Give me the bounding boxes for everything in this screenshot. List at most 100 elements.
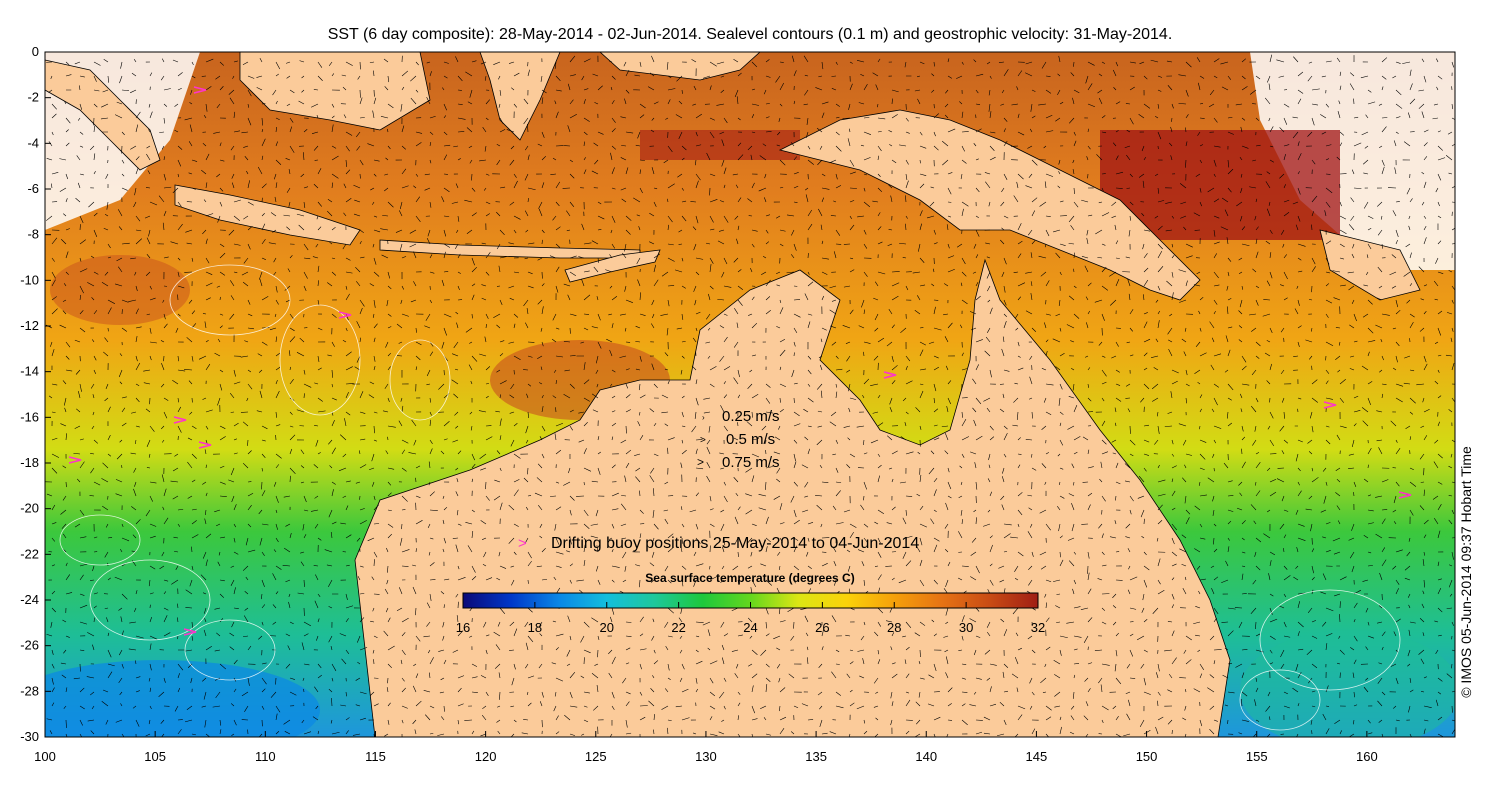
velocity-arrow [1227, 187, 1232, 193]
velocity-arrow [428, 481, 431, 486]
velocity-arrow [721, 644, 725, 651]
velocity-arrow [513, 663, 516, 670]
velocity-arrow [1112, 605, 1117, 609]
velocity-arrow [51, 103, 57, 110]
velocity-arrow [541, 453, 545, 459]
velocity-arrow [595, 369, 599, 374]
velocity-arrow [650, 467, 655, 474]
velocity-arrow [177, 201, 182, 207]
velocity-arrow [667, 285, 675, 287]
velocity-arrow [1073, 89, 1080, 94]
velocity-arrow [275, 336, 277, 343]
velocity-arrow [1353, 313, 1357, 322]
velocity-arrow [681, 89, 683, 94]
velocity-arrow [1171, 478, 1174, 483]
velocity-arrow [877, 453, 881, 457]
velocity-arrow [555, 647, 559, 651]
velocity-arrow [118, 226, 123, 231]
velocity-arrow [1072, 169, 1075, 175]
velocity-arrow [1283, 411, 1285, 419]
velocity-arrow [863, 117, 870, 119]
velocity-arrow [62, 533, 67, 539]
velocity-arrow [1325, 103, 1330, 108]
velocity-arrow [1016, 687, 1019, 693]
velocity-arrow [692, 732, 697, 735]
velocity-arrow [1196, 565, 1201, 570]
velocity-arrow [1311, 589, 1314, 595]
velocity-arrow [1339, 131, 1345, 136]
velocity-arrow [345, 61, 353, 66]
velocity-arrow [387, 565, 389, 573]
velocity-arrow [989, 131, 996, 134]
velocity-arrow [245, 576, 249, 581]
velocity-arrow [1448, 172, 1453, 175]
velocity-arrow [134, 271, 137, 276]
velocity-arrow [50, 621, 53, 628]
velocity-arrow [647, 86, 655, 91]
velocity-arrow [317, 355, 320, 363]
velocity-arrow [821, 257, 829, 260]
velocity-arrow [1450, 453, 1453, 458]
velocity-arrow [989, 579, 994, 586]
velocity-arrow [1101, 551, 1105, 556]
velocity-arrow [583, 131, 588, 136]
velocity-arrow [1437, 75, 1443, 80]
velocity-arrow [1266, 208, 1271, 217]
velocity-arrow [947, 397, 951, 405]
velocity-arrow [1199, 201, 1203, 207]
velocity-arrow [832, 453, 837, 456]
velocity-arrow [469, 341, 473, 344]
velocity-arrow [148, 103, 151, 108]
velocity-arrow [676, 75, 683, 82]
velocity-arrow [563, 283, 571, 287]
velocity-arrow [610, 86, 613, 91]
velocity-arrow [261, 257, 266, 260]
velocity-arrow [1280, 663, 1285, 669]
velocity-arrow [1157, 266, 1164, 273]
velocity-arrow [90, 579, 95, 581]
velocity-arrow [116, 101, 123, 105]
velocity-arrow [933, 408, 939, 413]
velocity-arrow [1437, 271, 1444, 274]
velocity-arrow [162, 506, 165, 511]
velocity-arrow [527, 355, 533, 358]
velocity-arrow [1171, 507, 1176, 511]
velocity-arrow [539, 382, 543, 385]
velocity-arrow [552, 395, 557, 399]
velocity-arrow [597, 579, 601, 585]
velocity-arrow [877, 130, 882, 133]
velocity-arrow [835, 391, 838, 399]
velocity-arrow [485, 634, 490, 637]
velocity-arrow [302, 677, 305, 681]
velocity-arrow [523, 98, 529, 105]
velocity-arrow [806, 646, 809, 651]
velocity-arrow [695, 448, 698, 455]
velocity-arrow [93, 355, 97, 361]
velocity-arrow [1409, 509, 1414, 516]
velocity-arrow [205, 425, 209, 430]
velocity-arrow [1068, 243, 1075, 245]
velocity-arrow [581, 733, 585, 736]
velocity-arrow [121, 89, 129, 92]
velocity-arrow [172, 495, 179, 500]
velocity-arrow [65, 733, 68, 737]
velocity-arrow [1157, 700, 1159, 707]
velocity-arrow [764, 173, 767, 179]
velocity-arrow [1115, 257, 1120, 259]
velocity-arrow [145, 271, 151, 276]
velocity-arrow [1269, 229, 1273, 234]
velocity-arrow [1213, 284, 1220, 287]
x-tick-label: 110 [255, 749, 276, 764]
velocity-arrow [567, 615, 571, 623]
velocity-arrow [510, 565, 515, 568]
velocity-arrow [359, 691, 367, 695]
velocity-arrow [429, 397, 432, 403]
velocity-arrow [345, 383, 354, 385]
velocity-arrow [863, 439, 865, 446]
velocity-arrow [1392, 210, 1397, 217]
velocity-arrow [233, 659, 238, 665]
velocity-arrow [1017, 705, 1026, 710]
velocity-arrow [1381, 126, 1387, 133]
velocity-arrow [121, 299, 129, 303]
velocity-arrow [191, 257, 194, 262]
